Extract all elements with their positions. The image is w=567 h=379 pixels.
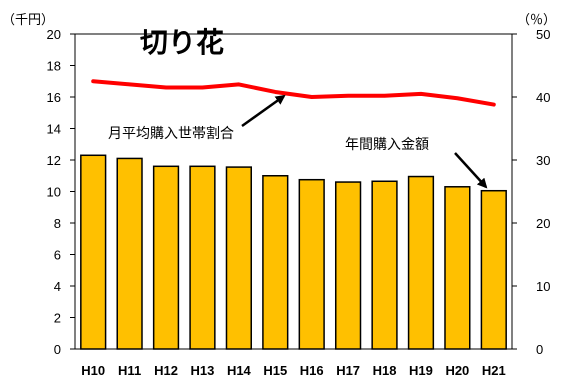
left-tick-label: 2 — [54, 311, 61, 326]
x-tick-label: H10 — [81, 363, 105, 378]
annotation-arrow-line-series — [241, 94, 286, 128]
left-tick-label: 0 — [54, 342, 61, 357]
bar-H19 — [407, 175, 435, 350]
annotation-line-series: 月平均購入世帯割合 — [108, 125, 234, 142]
bar-H21 — [480, 189, 507, 350]
left-tick-label: 4 — [54, 279, 61, 294]
left-tick-label: 16 — [47, 90, 61, 105]
left-tick-label: 20 — [47, 27, 61, 42]
right-tick-label: 50 — [536, 27, 550, 42]
x-tick-label: H17 — [336, 363, 360, 378]
bar-series — [80, 154, 507, 350]
bar-H15 — [262, 175, 289, 350]
annotation-arrow-bar-series — [454, 152, 488, 189]
left-tick-label: 18 — [47, 59, 61, 74]
left-tick-label: 12 — [47, 153, 61, 168]
right-tick-label: 0 — [536, 342, 543, 357]
x-tick-label: H16 — [300, 363, 324, 378]
bar-H20 — [444, 186, 471, 350]
bar-H18 — [371, 180, 398, 350]
bar-H10 — [80, 154, 107, 350]
line-series — [91, 79, 496, 107]
bar-H17 — [334, 181, 362, 350]
left-tick-label: 14 — [47, 122, 61, 137]
x-axis-ticks: H10 H11 H12 H13 H14 H15 H16 H17 H18 H19 H20 H21 — [81, 363, 505, 378]
right-axis-unit: （％） — [517, 13, 556, 28]
x-tick-label: H19 — [409, 363, 433, 378]
left-tick-label: 8 — [54, 216, 61, 231]
bar-H11 — [116, 157, 143, 350]
x-tick-label: H18 — [373, 363, 397, 378]
bar-H16 — [298, 178, 325, 350]
x-tick-label: H12 — [154, 363, 178, 378]
x-tick-label: H15 — [263, 363, 287, 378]
left-tick-label: 6 — [54, 248, 61, 263]
x-tick-label: H20 — [445, 363, 469, 378]
right-axis-ticks: 0 10 20 30 40 50 — [512, 27, 550, 357]
right-tick-label: 40 — [536, 90, 550, 105]
chart-title: 切り花 — [140, 26, 224, 59]
right-tick-label: 30 — [536, 153, 550, 168]
bar-H13 — [189, 165, 216, 350]
bar-H12 — [152, 165, 180, 350]
right-tick-label: 20 — [536, 216, 550, 231]
annotation-bar-series: 年間購入金額 — [345, 137, 429, 153]
right-tick-label: 10 — [536, 279, 550, 294]
left-axis-unit: （千円） — [2, 13, 54, 28]
plot-frame — [74, 33, 513, 350]
left-axis-ticks: 0 2 4 6 8 10 12 14 16 18 20 — [47, 27, 75, 357]
x-tick-label: H13 — [191, 363, 215, 378]
left-tick-label: 10 — [47, 185, 61, 200]
x-tick-label: H11 — [118, 363, 141, 378]
x-tick-label: H21 — [482, 363, 506, 378]
bar-H14 — [225, 166, 253, 350]
x-tick-label: H14 — [227, 363, 252, 378]
